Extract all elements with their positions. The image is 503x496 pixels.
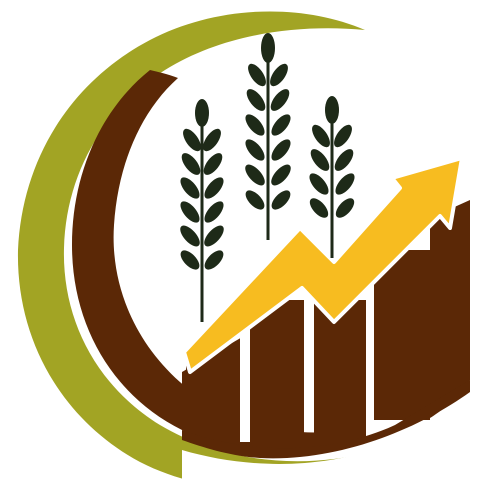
bar-chart — [182, 200, 503, 496]
wheat-stalk-center — [242, 33, 294, 240]
bar-3 — [314, 300, 366, 440]
wheat-stalk-left — [177, 99, 227, 322]
wheat-stalk-right — [306, 96, 358, 258]
